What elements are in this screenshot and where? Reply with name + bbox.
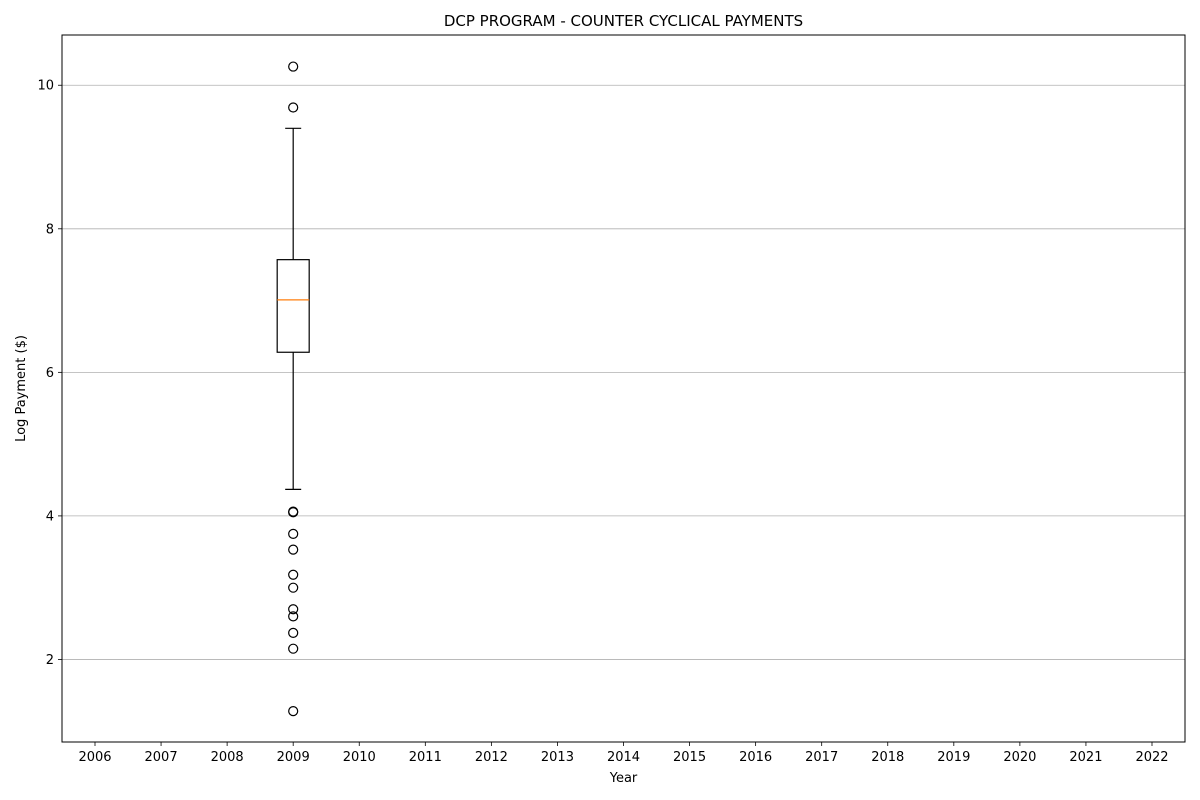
outlier-point <box>288 102 299 113</box>
x-tick-label: 2012 <box>475 750 508 765</box>
y-tick-label: 4 <box>46 509 54 524</box>
outlier-point <box>288 544 299 555</box>
x-axis-label: Year <box>609 771 638 786</box>
gridlines <box>62 84 1185 660</box>
outlier-point <box>288 569 299 580</box>
x-tick-label: 2015 <box>673 750 706 765</box>
axes: 2 4 6 8 10 2006 2007 2008 2009 2010 2011 2012 2013 20… <box>37 79 1168 765</box>
y-tick-label: 2 <box>46 653 54 668</box>
x-tick-label: 2013 <box>541 750 574 765</box>
y-tick-label: 8 <box>46 222 54 237</box>
outlier-point <box>288 61 299 72</box>
x-tick-label: 2008 <box>211 750 244 765</box>
outlier-point <box>288 507 299 518</box>
x-tick-label: 2022 <box>1135 750 1168 765</box>
outlier-point <box>288 643 299 654</box>
x-tick-label: 2019 <box>937 750 970 765</box>
x-tick-label: 2018 <box>871 750 904 765</box>
x-tick-label: 2017 <box>805 750 838 765</box>
x-tick-label: 2014 <box>607 750 640 765</box>
outlier-point <box>288 611 299 622</box>
x-tick-label: 2010 <box>343 750 376 765</box>
outlier-point <box>288 582 299 593</box>
x-tick-label: 2007 <box>145 750 178 765</box>
x-tick-label: 2009 <box>277 750 310 765</box>
outlier-point <box>288 528 299 539</box>
box-marks <box>276 61 310 717</box>
outlier-point <box>288 706 299 717</box>
y-tick-label: 6 <box>46 366 54 381</box>
outlier-point <box>288 627 299 638</box>
y-tick-label: 10 <box>37 79 54 94</box>
x-tick-label: 2021 <box>1069 750 1102 765</box>
x-tick-label: 2016 <box>739 750 772 765</box>
outlier-point <box>288 604 299 615</box>
y-axis-label: Log Payment ($) <box>14 335 29 442</box>
x-tick-label: 2006 <box>78 750 111 765</box>
chart-title: DCP PROGRAM - COUNTER CYCLICAL PAYMENTS <box>444 12 803 30</box>
x-tick-label: 2020 <box>1003 750 1036 765</box>
iqr-box <box>276 259 310 353</box>
x-tick-label: 2011 <box>409 750 442 765</box>
